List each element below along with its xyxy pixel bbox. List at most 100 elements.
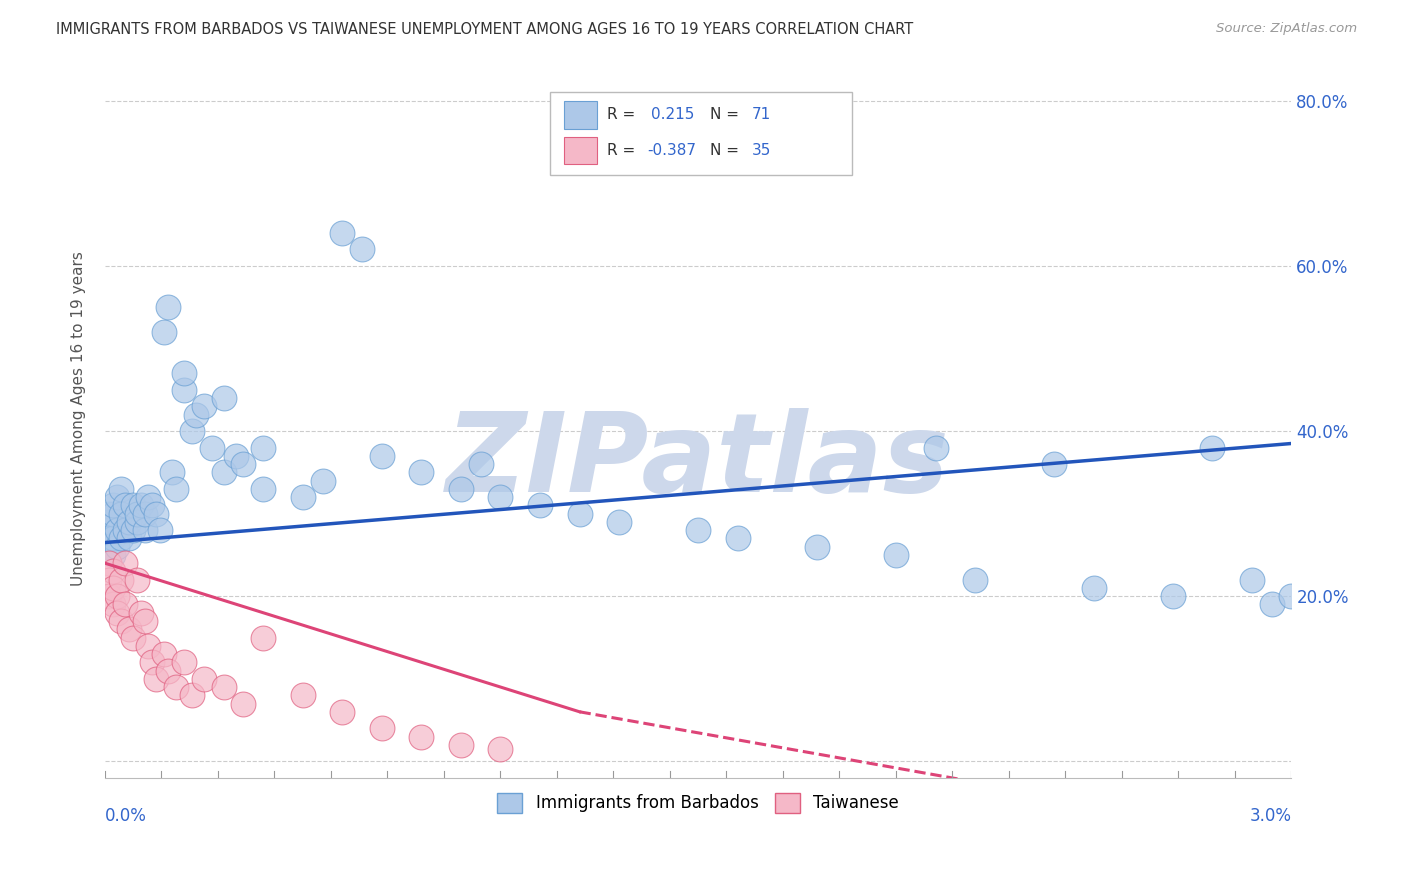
- Point: [121, 499, 143, 513]
- Point: [101, 507, 124, 521]
- Point: [201, 441, 224, 455]
- Point: [291, 490, 314, 504]
- Point: [884, 548, 907, 562]
- Point: [165, 482, 187, 496]
- Point: [212, 680, 235, 694]
- Point: [688, 523, 710, 537]
- Point: [568, 507, 591, 521]
- Point: [110, 614, 132, 628]
- Point: [411, 730, 433, 744]
- Point: [114, 556, 136, 570]
- Point: [105, 540, 128, 554]
- Point: [114, 598, 136, 612]
- Point: [145, 507, 167, 521]
- Point: [173, 655, 195, 669]
- Point: [181, 424, 204, 438]
- Point: [1260, 598, 1282, 612]
- Point: [97, 556, 120, 570]
- Text: 0.215: 0.215: [651, 107, 695, 122]
- Point: [101, 581, 124, 595]
- Point: [232, 457, 254, 471]
- Text: 35: 35: [752, 144, 770, 158]
- Text: N =: N =: [710, 144, 744, 158]
- Point: [529, 499, 551, 513]
- Point: [134, 507, 156, 521]
- Point: [352, 243, 374, 257]
- Point: [97, 589, 120, 603]
- Point: [97, 515, 120, 529]
- Text: IMMIGRANTS FROM BARBADOS VS TAIWANESE UNEMPLOYMENT AMONG AGES 16 TO 19 YEARS COR: IMMIGRANTS FROM BARBADOS VS TAIWANESE UN…: [56, 22, 914, 37]
- Point: [101, 499, 124, 513]
- Point: [97, 532, 120, 546]
- Text: Source: ZipAtlas.com: Source: ZipAtlas.com: [1216, 22, 1357, 36]
- Point: [110, 573, 132, 587]
- Point: [193, 400, 215, 414]
- Point: [153, 325, 176, 339]
- Point: [97, 507, 120, 521]
- Point: [371, 721, 394, 735]
- Point: [173, 383, 195, 397]
- Point: [330, 226, 353, 240]
- Text: N =: N =: [710, 107, 744, 122]
- Point: [118, 532, 141, 546]
- Point: [184, 408, 207, 422]
- Point: [145, 672, 167, 686]
- Point: [105, 606, 128, 620]
- Point: [252, 482, 274, 496]
- Point: [105, 589, 128, 603]
- Point: [129, 499, 152, 513]
- Point: [157, 664, 180, 678]
- Point: [330, 705, 353, 719]
- Point: [129, 606, 152, 620]
- Point: [101, 548, 124, 562]
- Point: [149, 523, 172, 537]
- Text: ZIPatlas: ZIPatlas: [446, 409, 950, 516]
- Point: [450, 482, 472, 496]
- Point: [1240, 573, 1263, 587]
- Point: [97, 573, 120, 587]
- Point: [141, 499, 163, 513]
- Point: [224, 449, 246, 463]
- Point: [105, 490, 128, 504]
- Point: [153, 647, 176, 661]
- Point: [141, 655, 163, 669]
- Point: [806, 540, 828, 554]
- Point: [101, 565, 124, 579]
- Point: [134, 523, 156, 537]
- Point: [489, 490, 512, 504]
- Point: [165, 680, 187, 694]
- Point: [157, 300, 180, 314]
- Point: [138, 639, 160, 653]
- Point: [138, 490, 160, 504]
- FancyBboxPatch shape: [550, 92, 852, 175]
- Point: [371, 449, 394, 463]
- FancyBboxPatch shape: [564, 102, 598, 128]
- Point: [1161, 589, 1184, 603]
- Point: [125, 515, 148, 529]
- FancyBboxPatch shape: [564, 137, 598, 164]
- Point: [252, 631, 274, 645]
- Point: [114, 523, 136, 537]
- Point: [1201, 441, 1223, 455]
- Point: [965, 573, 987, 587]
- Point: [212, 391, 235, 405]
- Point: [173, 367, 195, 381]
- Point: [1083, 581, 1105, 595]
- Point: [450, 738, 472, 752]
- Point: [181, 688, 204, 702]
- Point: [121, 631, 143, 645]
- Point: [1281, 589, 1303, 603]
- Point: [125, 573, 148, 587]
- Point: [924, 441, 946, 455]
- Point: [110, 482, 132, 496]
- Point: [470, 457, 492, 471]
- Text: R =: R =: [607, 144, 640, 158]
- Point: [489, 742, 512, 756]
- Point: [118, 622, 141, 636]
- Point: [114, 499, 136, 513]
- Point: [291, 688, 314, 702]
- Y-axis label: Unemployment Among Ages 16 to 19 years: Unemployment Among Ages 16 to 19 years: [72, 252, 86, 586]
- Text: 3.0%: 3.0%: [1250, 806, 1292, 825]
- Point: [110, 507, 132, 521]
- Point: [110, 532, 132, 546]
